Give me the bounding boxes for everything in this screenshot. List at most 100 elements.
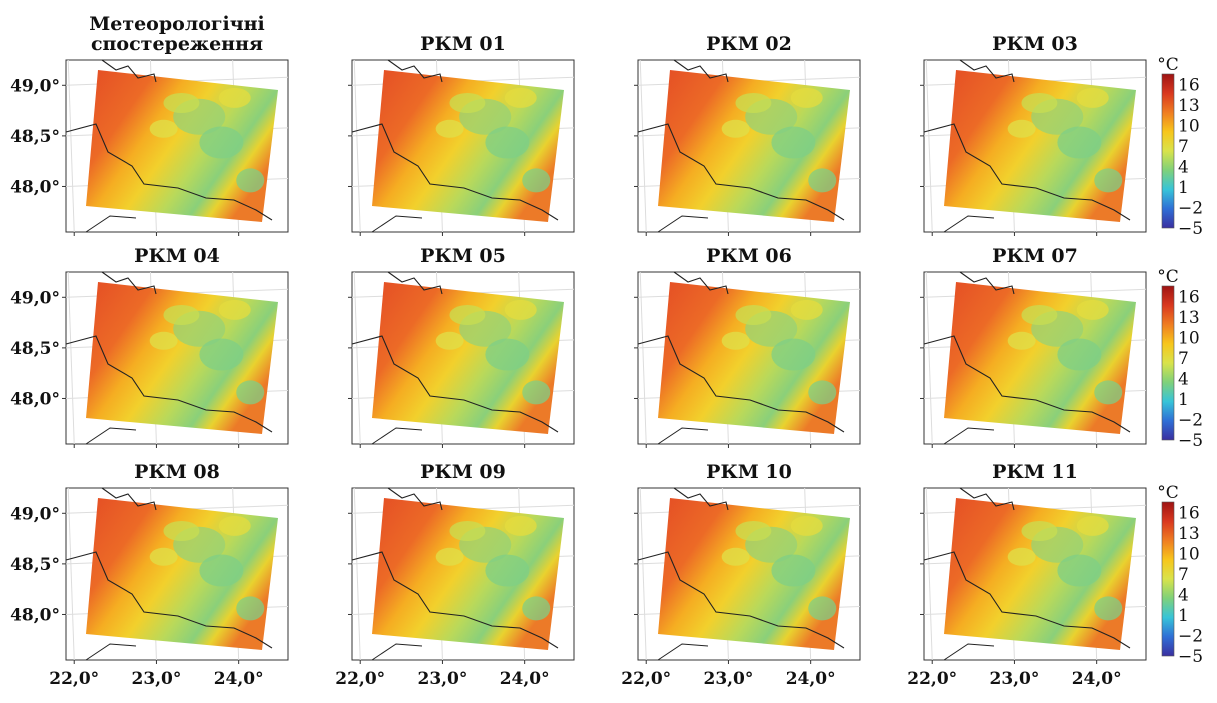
cool-area xyxy=(1007,331,1036,350)
cool-area xyxy=(771,554,816,587)
y-tick-label: 48,5° xyxy=(10,127,60,147)
x-tick-label: 22,0° xyxy=(907,669,957,689)
graticule-meridian xyxy=(353,271,361,445)
cool-area xyxy=(522,168,551,193)
colorbar-tick-label: 4 xyxy=(1178,369,1189,389)
cool-area xyxy=(1007,119,1036,138)
colorbar-tick-label: 4 xyxy=(1178,585,1189,605)
graticule-meridian xyxy=(925,59,933,233)
cool-area xyxy=(1076,299,1109,320)
cool-area xyxy=(522,596,551,621)
cool-area xyxy=(435,331,464,350)
temperature-field xyxy=(658,282,850,434)
colorbar-unit: °C xyxy=(1157,55,1179,75)
colorbar-tick-label: 7 xyxy=(1178,349,1189,369)
y-tick-label: 48,0° xyxy=(10,605,60,625)
colorbar-unit: °C xyxy=(1157,267,1179,287)
panel-title: РКМ 08 xyxy=(134,461,220,483)
country-border xyxy=(387,271,443,295)
temperature-field xyxy=(86,498,278,650)
colorbar-tick-label: 13 xyxy=(1178,308,1200,328)
cool-area xyxy=(721,547,750,566)
y-tick-label: 48,0° xyxy=(10,177,60,197)
cool-area xyxy=(808,380,837,405)
country-border xyxy=(65,123,273,221)
temperature-field xyxy=(86,70,278,222)
temperature-field xyxy=(372,70,564,222)
country-border xyxy=(101,487,157,511)
cool-area xyxy=(808,596,837,621)
cool-area xyxy=(163,521,200,541)
country-border xyxy=(657,427,709,445)
y-tick-label: 48,5° xyxy=(10,339,60,359)
country-border xyxy=(923,123,1131,221)
cool-area xyxy=(1007,547,1036,566)
map-panel: РКМ 11 22,0° 23,0° 24,0° xyxy=(907,461,1147,689)
panel-title: спостереження xyxy=(91,33,263,55)
cool-area xyxy=(771,126,816,159)
country-border xyxy=(959,271,1015,295)
cool-area xyxy=(735,93,772,113)
country-border xyxy=(85,643,137,661)
colorbar-tick-label: 7 xyxy=(1178,565,1189,585)
temperature-field xyxy=(944,70,1136,222)
colorbar-tick-label: −5 xyxy=(1178,647,1203,667)
cool-area xyxy=(721,119,750,138)
graticule-meridian xyxy=(639,487,647,661)
y-tick-label: 49,0° xyxy=(10,288,60,308)
graticule-meridian xyxy=(353,487,361,661)
colorbar-tick-label: 16 xyxy=(1178,287,1200,307)
cool-area xyxy=(1094,380,1123,405)
map-panel: РКМ 05 xyxy=(348,245,575,448)
cool-area xyxy=(435,547,464,566)
cool-area xyxy=(236,380,265,405)
y-tick-label: 48,0° xyxy=(10,389,60,409)
country-border xyxy=(637,123,845,221)
temperature-field xyxy=(658,70,850,222)
cool-area xyxy=(163,305,200,325)
colorbar-bar xyxy=(1161,501,1175,657)
x-tick-label: 22,0° xyxy=(621,669,671,689)
cool-area xyxy=(218,87,251,108)
cool-area xyxy=(771,338,816,371)
colorbar-tick-label: 16 xyxy=(1178,503,1200,523)
x-tick-label: 24,0° xyxy=(786,669,836,689)
map-panel: РКМ 10 22,0° 23,0° 24,0° xyxy=(621,461,861,689)
cool-area xyxy=(149,547,178,566)
map-panel: РКМ 08 49,0° 48,5° 48,0° 22,0° 23,0° 24,0° xyxy=(10,461,289,689)
cool-area xyxy=(1094,168,1123,193)
graticule-meridian xyxy=(353,59,361,233)
country-border xyxy=(959,487,1015,511)
cool-area xyxy=(218,299,251,320)
cool-area xyxy=(721,331,750,350)
colorbar-tick-label: 1 xyxy=(1178,606,1189,626)
country-border xyxy=(371,215,423,233)
cool-area xyxy=(790,515,823,536)
country-border xyxy=(959,59,1015,83)
panel-title: РКМ 07 xyxy=(992,245,1078,267)
temperature-field xyxy=(944,282,1136,434)
cool-area xyxy=(790,299,823,320)
cool-area xyxy=(485,338,530,371)
country-border xyxy=(85,215,137,233)
graticule-meridian xyxy=(67,59,75,233)
country-border xyxy=(351,335,559,433)
cool-area xyxy=(735,305,772,325)
cool-area xyxy=(449,93,486,113)
cool-area xyxy=(199,126,244,159)
cool-area xyxy=(504,515,537,536)
map-panel: РКМ 06 xyxy=(634,245,861,448)
temperature-field xyxy=(372,498,564,650)
colorbar-tick-label: 10 xyxy=(1178,328,1200,348)
cool-area xyxy=(1021,521,1058,541)
temperature-field xyxy=(658,498,850,650)
cool-area xyxy=(199,554,244,587)
cool-area xyxy=(504,87,537,108)
map-panel: РКМ 02 xyxy=(634,33,861,236)
colorbar-tick-label: 13 xyxy=(1178,96,1200,116)
cool-area xyxy=(485,126,530,159)
cool-area xyxy=(522,380,551,405)
panel-title: РКМ 11 xyxy=(992,461,1078,483)
